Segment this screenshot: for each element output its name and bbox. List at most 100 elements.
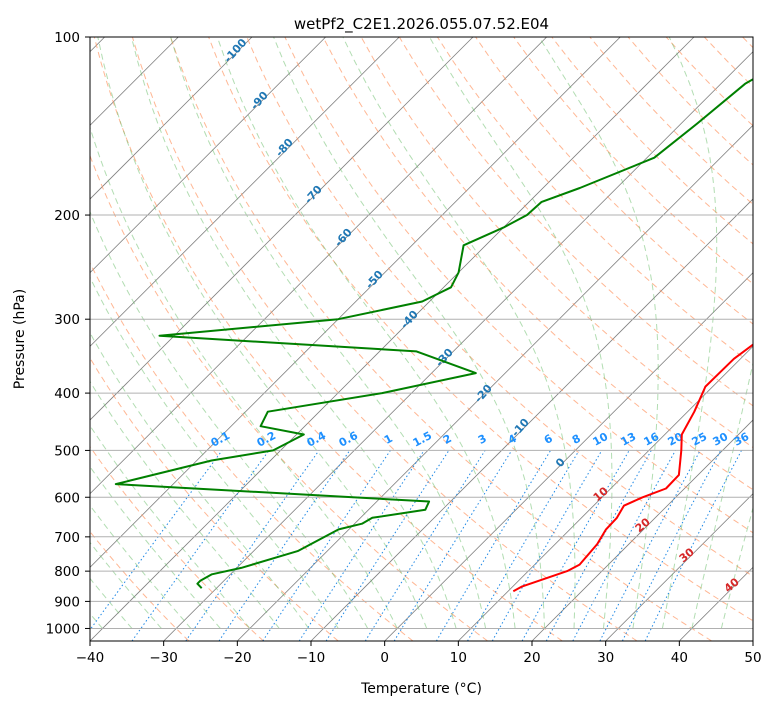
moist-adiabat-line [661, 37, 718, 629]
mixing-ratio-line [185, 450, 320, 641]
x-tick-label: −10 [297, 650, 326, 666]
dry-adiabat-line [322, 37, 753, 491]
moist-adiabat-line [90, 380, 280, 629]
y-tick-label: 300 [54, 312, 80, 328]
x-tick-label: −20 [223, 650, 252, 666]
moist-adiabat-label: -50 [363, 268, 386, 292]
dry-adiabat-line [475, 37, 753, 325]
moist-adiabat-label: -100 [221, 36, 249, 65]
isotherm-line [90, 37, 253, 200]
mixing-ratio-line [644, 450, 742, 641]
isotherm-line [90, 37, 695, 641]
mixing-ratio-line [218, 450, 351, 641]
mixing-ratio-line [467, 450, 580, 641]
x-tick-label: −40 [76, 650, 105, 666]
moist-adiabat-label: -20 [472, 382, 495, 406]
dry-adiabat-line [90, 154, 488, 641]
y-tick-label: 100 [54, 30, 80, 46]
y-tick-label: 700 [54, 530, 80, 546]
isotherm-line [90, 37, 621, 568]
moist-adiabat-label: -40 [398, 308, 421, 332]
x-tick-label: 10 [450, 650, 467, 666]
mixing-ratio-label: 0.6 [337, 429, 361, 450]
mixing-ratio-label: 3 [476, 432, 489, 447]
dry-adiabat-label: 30 [677, 545, 697, 565]
x-tick-label: 20 [523, 650, 540, 666]
mixing-ratio-line [262, 450, 391, 641]
mixing-ratio-label: 1.5 [411, 429, 434, 450]
dry-adiabat-label: 20 [633, 515, 653, 535]
isotherm-line [752, 640, 753, 641]
moist-adiabat-line [90, 424, 251, 629]
dry-adiabat-line [90, 261, 414, 641]
moist-adiabat-line [720, 506, 753, 629]
moist-adiabat-label: -80 [273, 136, 296, 160]
y-tick-label: 200 [54, 208, 80, 224]
moist-adiabat-line [691, 360, 753, 629]
dry-adiabat-line [436, 37, 753, 366]
mixing-ratio-line [621, 450, 722, 641]
mixing-ratio-label: 10 [591, 430, 611, 449]
dry-adiabat-line [170, 37, 712, 641]
dry-adiabat-line [246, 37, 753, 577]
mixing-ratio-line [90, 450, 223, 631]
mixing-ratio-line [521, 450, 630, 641]
dry-adiabat-line [131, 37, 638, 641]
dewpoint-profile-line [114, 78, 753, 589]
moist-adiabat-line [90, 577, 133, 629]
moist-adiabat-label: -90 [248, 89, 271, 113]
x-tick-label: 40 [671, 650, 688, 666]
moist-adiabat-line [90, 504, 192, 629]
moist-adiabat-line [90, 210, 369, 629]
dry-adiabat-line [208, 37, 753, 622]
mixing-ratio-line [131, 450, 270, 641]
mixing-ratio-line [298, 450, 425, 641]
moist-adiabat-line [130, 37, 457, 629]
moist-adiabat-label: -70 [302, 183, 325, 207]
mixing-ratio-label: 1 [382, 432, 395, 447]
dry-adiabat-line [284, 37, 753, 534]
moist-adiabat-line [97, 37, 428, 629]
isotherm-line [458, 345, 753, 641]
mixing-ratio-line [435, 450, 552, 641]
plot-area: 0.1 0.2 0.4 0.6 1 1.5 2 3 4 6 8 10 13 16 20 25 30 36-100-… [90, 36, 753, 641]
isotherm-line [605, 493, 753, 641]
moist-adiabat-line [538, 37, 659, 629]
mixing-ratio-line [599, 450, 701, 641]
moist-adiabat-label: -60 [332, 226, 355, 250]
temperature-profile-line [512, 343, 753, 593]
dry-adiabat-line [742, 37, 753, 49]
isotherm-line [531, 419, 753, 641]
y-tick-label: 900 [54, 594, 80, 610]
dry-adiabat-line [90, 357, 339, 641]
mixing-ratio-label: 0.1 [209, 429, 232, 450]
moist-adiabat-line [90, 276, 339, 629]
dry-adiabat-line [90, 445, 264, 641]
mixing-ratio-line [572, 450, 676, 641]
y-tick-label: 800 [54, 564, 80, 580]
moist-adiabat-line [342, 37, 576, 629]
dry-adiabat-line [93, 37, 563, 641]
y-tick-label: 600 [54, 490, 80, 506]
y-axis-label: Pressure (hPa) [12, 289, 28, 389]
mixing-ratio-line [545, 450, 652, 641]
isotherm-line [90, 37, 474, 421]
moist-adiabat-line [170, 37, 487, 629]
mixing-ratio-line [325, 450, 450, 641]
isotherm-line [310, 198, 753, 641]
moist-adiabat-line [90, 541, 162, 629]
y-tick-label: 1000 [46, 621, 80, 637]
dry-adiabat-line [90, 530, 190, 641]
mixing-ratio-line [393, 450, 513, 641]
mixing-ratio-label: 36 [732, 430, 752, 449]
chart-title: wetPf2_C2E1.2026.055.07.52.E04 [294, 15, 549, 34]
mixing-ratio-label: 30 [711, 430, 731, 449]
isotherm-line [90, 37, 547, 495]
moist-adiabat-line [273, 37, 545, 629]
x-axis-label: Temperature (°C) [360, 681, 482, 697]
mixing-ratio-label: 2 [441, 432, 454, 447]
moist-adiabat-line [216, 37, 516, 629]
moist-adiabat-line [429, 37, 613, 629]
y-tick-label: 500 [54, 443, 80, 459]
mixing-ratio-label: 25 [690, 430, 710, 449]
